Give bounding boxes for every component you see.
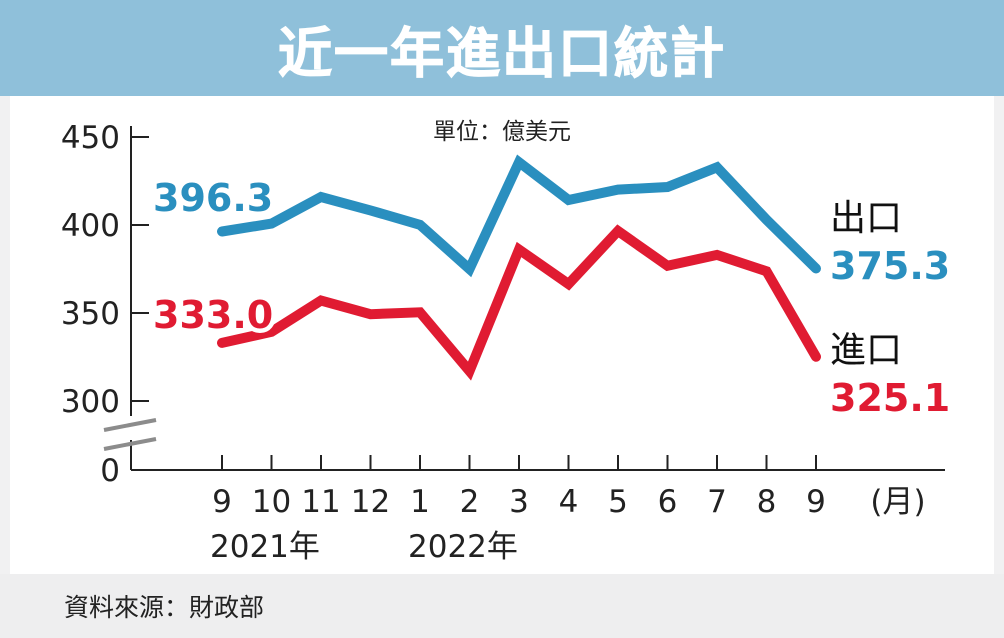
x-unit-label: (月) [870,484,925,520]
export-start-value-label: 396.3 [153,176,273,220]
axis-break-mark [103,418,157,432]
y-tick-label: 450 [61,120,120,156]
x-tick-label: 4 [559,484,579,520]
x-tick-label: 6 [658,484,678,520]
x-tick-label: 1 [410,484,430,520]
y-tick-label: 350 [61,296,120,332]
x-tick-label: 12 [351,484,390,520]
year-label: 2021年 [210,529,320,565]
x-tick-label: 3 [509,484,529,520]
x-tick-label: 2 [460,484,480,520]
unit-label: 單位：億美元 [433,119,571,145]
export-series-name: 出口 [830,198,902,239]
chart-panel [10,96,994,574]
import-end-value-label: 325.1 [830,376,950,420]
series-line-import [217,224,821,381]
x-tick-label: 7 [707,484,727,520]
y-tick-label: 0 [100,453,120,489]
x-tick-label: 5 [608,484,628,520]
axis-break-mark [103,437,157,451]
x-tick-label: 8 [757,484,777,520]
title-banner: 近一年進出口統計 [0,0,1004,96]
y-tick-label: 400 [61,208,120,244]
x-tick-label: 11 [301,484,340,520]
source-note: 資料來源：財政部 [64,593,265,622]
import-series-name: 進口 [830,330,902,371]
x-tick-label: 9 [212,484,232,520]
year-label: 2022年 [408,529,518,565]
chart-title: 近一年進出口統計 [278,21,726,85]
x-tick-label: 9 [806,484,826,520]
footer-bar: 資料來源：財政部 [0,574,1004,638]
export-end-value-label: 375.3 [830,244,950,288]
y-tick-label: 300 [61,384,120,420]
x-tick-label: 10 [252,484,291,520]
import-start-value-label: 333.0 [153,293,273,337]
